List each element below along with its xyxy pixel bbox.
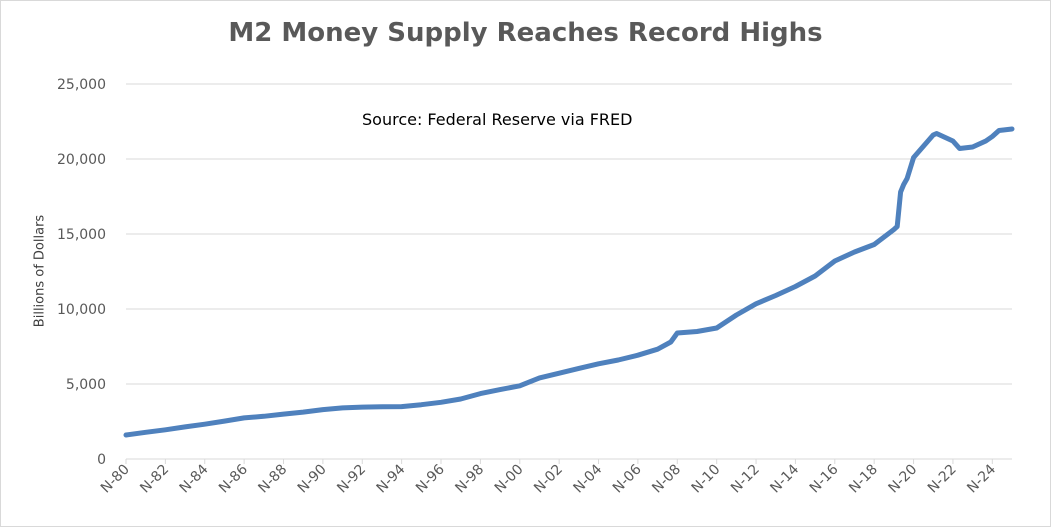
x-tick-label: N-24	[964, 461, 999, 496]
x-tick-label: N-98	[452, 462, 487, 497]
x-tick-label: N-84	[177, 461, 212, 496]
x-tick-label: N-96	[413, 461, 448, 496]
x-tick-label: N-20	[885, 462, 920, 497]
y-tick-label: 5,000	[66, 377, 106, 393]
x-axis-ticks: N-80 N-82 N-84 N-86 N-88 N-90 N-92 N-94 N-96 N-98…	[98, 459, 999, 496]
x-tick-label: N-02	[531, 462, 566, 497]
x-tick-label: N-92	[334, 462, 369, 497]
x-tick-label: N-86	[216, 461, 251, 496]
x-tick-label: N-14	[767, 461, 802, 496]
y-tick-label: 0	[97, 452, 106, 468]
y-axis-ticks: 0 5,000 10,000 15,000 20,000 25,000	[57, 77, 106, 468]
x-tick-label: N-04	[570, 461, 605, 496]
y-tick-label: 10,000	[57, 302, 106, 318]
gridlines	[126, 83, 1012, 385]
x-tick-label: N-12	[728, 462, 763, 497]
x-tick-label: N-22	[925, 462, 960, 497]
m2-series-line	[123, 126, 1015, 438]
x-tick-label: N-82	[137, 462, 172, 497]
y-tick-label: 20,000	[57, 152, 106, 168]
y-tick-label: 25,000	[57, 77, 106, 93]
x-tick-label: N-00	[492, 462, 527, 497]
y-tick-label: 15,000	[57, 227, 106, 243]
x-tick-label: N-18	[846, 462, 881, 497]
x-tick-label: N-94	[374, 461, 409, 496]
x-tick-label: N-88	[255, 462, 290, 497]
x-tick-label: N-08	[649, 462, 684, 497]
x-tick-label: N-10	[689, 462, 724, 497]
chart-title: M2 Money Supply Reaches Record Highs	[228, 18, 823, 48]
x-tick-label: N-16	[807, 461, 842, 496]
x-tick-label: N-06	[610, 461, 645, 496]
chart-source-annotation: Source: Federal Reserve via FRED	[362, 110, 633, 129]
x-tick-label: N-90	[295, 462, 330, 497]
